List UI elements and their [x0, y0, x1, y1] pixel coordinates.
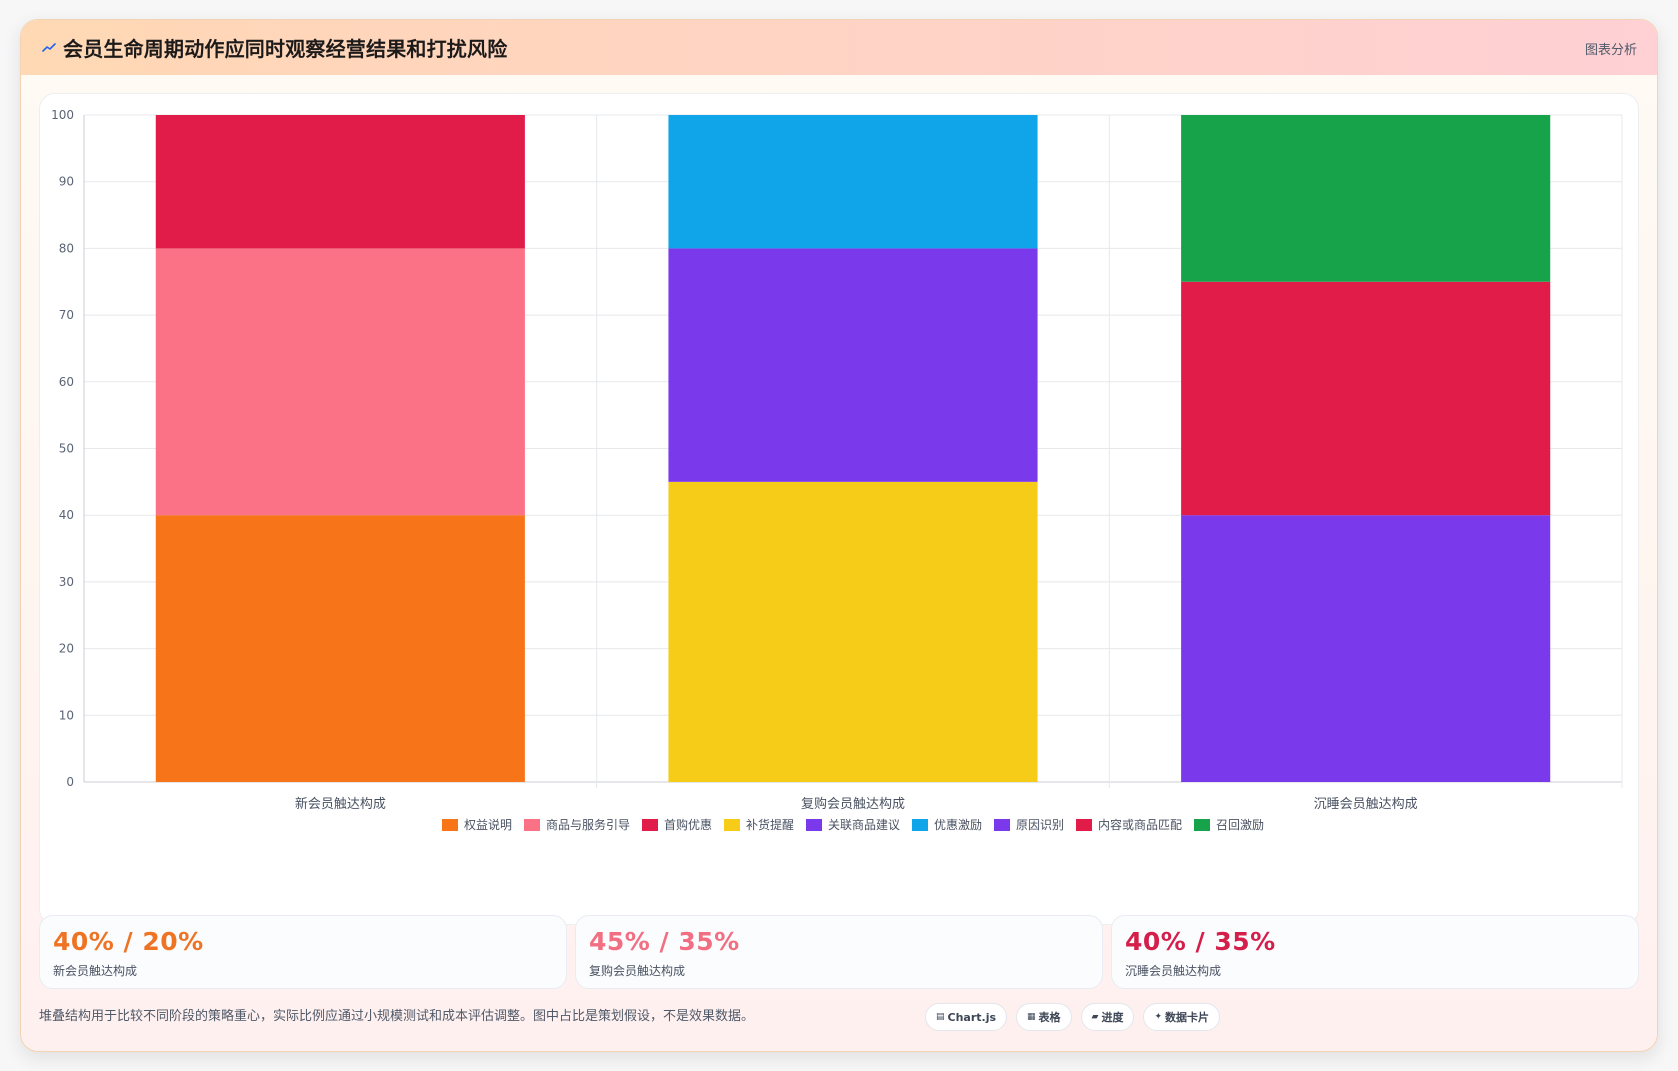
y-tick-label: 90 [59, 175, 74, 189]
legend-label: 原因识别 [1016, 818, 1064, 832]
legend-swatch [1194, 819, 1211, 831]
legend-label: 首购优惠 [664, 817, 712, 832]
card-header: 会员生命周期动作应同时观察经营结果和打扰风险 图表分析 [21, 20, 1657, 75]
stat-value: 45% / 35% [589, 927, 740, 956]
x-tick-label: 新会员触达构成 [295, 796, 386, 812]
y-tick-label: 30 [59, 575, 74, 589]
chart-icon: ▤ [936, 1012, 945, 1022]
legend-label: 内容或商品匹配 [1098, 817, 1182, 832]
x-tick-label: 沉睡会员触达构成 [1314, 797, 1418, 812]
stacked-bar-chart: 0 10 20 30 40 50 60 70 80 90 100 新会员触达构成 复购会员触达构成 沉睡会… [51, 108, 1623, 832]
chip-label: 表格 [1038, 1011, 1061, 1024]
header-tag: 图表分析 [1584, 43, 1637, 58]
bar-segment [1181, 281, 1551, 516]
chip-chartjs[interactable]: ▤ Chart.js [925, 1003, 1008, 1031]
feature-chips: ▤ Chart.js ▦ 表格 ▰ 进度 ✦ 数据卡片 [925, 1003, 1221, 1031]
bar-segment [668, 115, 1038, 249]
legend-label: 召回激励 [1216, 818, 1264, 832]
y-tick-label: 60 [59, 375, 74, 389]
table-icon: ▦ [1027, 1012, 1036, 1022]
legend-swatch [523, 819, 540, 831]
stat-value: 40% / 20% [53, 927, 204, 956]
chip-table[interactable]: ▦ 表格 [1016, 1003, 1072, 1031]
bar-segment [1181, 515, 1551, 782]
chip-label: 进度 [1101, 1011, 1124, 1024]
legend-swatch [441, 819, 458, 831]
y-tick-label: 100 [51, 108, 74, 122]
x-tick-label: 复购会员触达构成 [801, 796, 905, 812]
footnote: 堆叠结构用于比较不同阶段的策略重心，实际比例应通过小规模测试和成本评估调整。图中… [39, 1009, 755, 1024]
chip-data-card[interactable]: ✦ 数据卡片 [1143, 1003, 1221, 1031]
legend-label: 关联商品建议 [828, 817, 900, 832]
stat-card-repeat: 45% / 35% 复购会员触达构成 [575, 915, 1103, 989]
legend-swatch [1076, 819, 1093, 831]
y-tick-label: 40 [59, 508, 74, 522]
chip-label: Chart.js [947, 1010, 997, 1024]
bar-segment [155, 515, 525, 782]
y-tick-label: 50 [59, 442, 74, 456]
bar-segment [155, 248, 525, 516]
stat-card-new: 40% / 20% 新会员触达构成 [39, 915, 567, 989]
legend-label: 补货提醒 [746, 817, 794, 832]
card-icon: ✦ [1154, 1012, 1163, 1022]
bar-segment [668, 481, 1038, 782]
stat-value: 40% / 35% [1125, 927, 1276, 956]
progress-icon: ▰ [1091, 1012, 1099, 1022]
y-tick-label: 10 [59, 708, 74, 722]
y-tick-label: 0 [66, 775, 74, 789]
legend-label: 商品与服务引导 [546, 817, 630, 832]
legend-label: 优惠激励 [934, 818, 982, 832]
chart-panel: 0 10 20 30 40 50 60 70 80 90 100 新会员触达构成 复购会员触达构成 沉睡会… [39, 93, 1639, 925]
legend-swatch [994, 819, 1011, 831]
chip-label: 数据卡片 [1165, 1011, 1210, 1024]
stat-label: 沉睡会员触达构成 [1125, 964, 1222, 978]
y-tick-label: 70 [59, 308, 74, 322]
legend-label: 权益说明 [464, 817, 512, 832]
legend-swatch [723, 819, 740, 831]
y-tick-label: 80 [59, 241, 74, 255]
stat-label: 复购会员触达构成 [589, 964, 686, 978]
bar-segment [155, 115, 525, 249]
chip-progress[interactable]: ▰ 进度 [1080, 1003, 1135, 1031]
stat-label: 新会员触达构成 [53, 964, 138, 978]
y-tick-label: 20 [59, 642, 74, 656]
bar-segment [668, 248, 1038, 482]
legend-swatch [912, 819, 929, 831]
legend-swatch [641, 819, 658, 831]
stat-card-dormant: 40% / 35% 沉睡会员触达构成 [1111, 915, 1639, 989]
chart-card: 会员生命周期动作应同时观察经营结果和打扰风险 图表分析 0 10 20 30 40 50 6… [20, 19, 1658, 1052]
bar-segment [1181, 115, 1551, 282]
page-title: 会员生命周期动作应同时观察经营结果和打扰风险 [63, 37, 508, 61]
stat-cards: 40% / 20% 新会员触达构成 45% / 35% 复购会员触达构成 40%… [39, 915, 1639, 989]
chart-trend-icon [41, 40, 57, 56]
legend-swatch [805, 819, 822, 831]
